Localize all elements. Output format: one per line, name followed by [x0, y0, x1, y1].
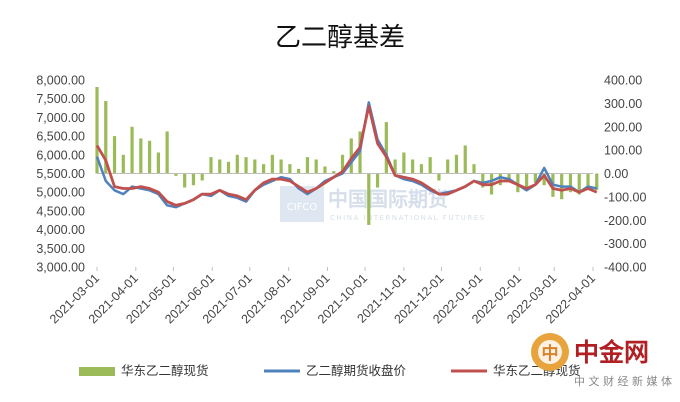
bar-2021-11-22	[428, 157, 432, 174]
site-logo-inner-icon	[538, 340, 562, 364]
cifco-cn-text: 中国国际期货	[328, 187, 448, 211]
price-lines	[95, 101, 598, 209]
bar-2021-12-06	[446, 159, 450, 174]
right-tick-label: 0.00	[604, 167, 628, 181]
right-tick-label: 200.00	[604, 120, 642, 134]
bar-2021-07-12	[261, 164, 266, 174]
bar-2021-12-27	[472, 164, 476, 174]
x-axis-ticks: 2021-03-012021-04-012021-05-012021-06-01…	[47, 267, 598, 326]
bar-2021-05-17	[191, 173, 196, 186]
bar-2021-03-08	[104, 101, 108, 174]
left-tick-label: 3,000.00	[36, 261, 85, 275]
bar-2021-10-25	[393, 159, 397, 174]
bar-2021-03-01	[95, 87, 99, 174]
left-tick-label: 7,500.00	[36, 92, 85, 106]
bar-2021-03-15	[112, 136, 117, 174]
legend-label-spot-bars: 华东乙二醇现货	[121, 363, 209, 378]
legend-label-futures: 乙二醇期货收盘价	[306, 363, 407, 378]
bar-2021-06-07	[218, 159, 222, 174]
site-logo-glyph: 中	[542, 343, 559, 364]
left-tick-label: 8,000.00	[36, 74, 85, 88]
right-tick-label: 400.00	[604, 74, 642, 88]
bar-2021-11-15	[419, 164, 424, 174]
left-tick-label: 7,000.00	[36, 111, 85, 125]
bar-2021-10-18	[384, 122, 388, 174]
left-tick-label: 4,500.00	[36, 204, 85, 218]
bar-2022-02-14	[533, 173, 537, 183]
cifco-en-text: CHINA INTERNATIONAL FUTURES	[330, 214, 486, 222]
bar-2021-12-20	[463, 145, 467, 174]
bar-2021-07-05	[253, 159, 257, 174]
bar-2021-12-13	[454, 154, 459, 174]
left-tick-label: 5,500.00	[36, 167, 85, 181]
bar-2021-10-11	[375, 173, 380, 188]
bar-2021-04-05	[139, 138, 143, 174]
bar-2022-02-07	[525, 173, 529, 188]
chart-title: 乙二醇基差	[275, 23, 405, 53]
bar-2021-07-19	[270, 154, 274, 174]
right-tick-label: -100.00	[604, 190, 646, 204]
right-tick-label: -400.00	[604, 261, 646, 275]
bar-2021-08-02	[288, 164, 292, 174]
bar-2021-09-13	[340, 154, 345, 174]
right-axis-ticks: 400.00 300.00 200.00 100.00 0.00 -100.00 -200.…	[604, 74, 646, 275]
bar-2022-02-21	[542, 173, 546, 186]
bar-2021-05-24	[200, 173, 204, 181]
bar-2021-08-09	[297, 168, 301, 174]
bar-2021-10-04	[367, 173, 371, 225]
bar-2021-08-16	[305, 157, 310, 174]
right-tick-label: 100.00	[604, 144, 642, 158]
right-tick-label: -300.00	[604, 237, 646, 251]
bar-2022-03-14	[568, 173, 573, 193]
bar-2021-03-29	[130, 126, 134, 174]
bar-2021-06-21	[235, 154, 239, 174]
left-tick-label: 5,000.00	[36, 186, 85, 200]
bar-2022-04-04	[595, 173, 599, 190]
bar-2021-11-01	[402, 152, 406, 174]
bar-2021-05-31	[209, 157, 213, 174]
bar-2022-01-17	[498, 173, 502, 186]
bar-2021-05-03	[174, 173, 178, 176]
bar-2021-04-12	[148, 140, 152, 174]
left-tick-label: 3,500.00	[36, 242, 85, 256]
bar-2021-08-30	[323, 166, 327, 174]
bar-2021-11-08	[411, 159, 415, 174]
series-line-2	[95, 104, 598, 207]
site-tagline: 中文财经新媒体	[574, 374, 676, 388]
bar-2021-04-26	[165, 131, 169, 174]
bar-2021-09-20	[349, 138, 353, 174]
bar-2021-03-22	[121, 154, 125, 174]
bar-2022-01-03	[481, 173, 485, 188]
legend-swatch-spot-bars	[79, 367, 115, 376]
bar-2022-03-21	[577, 173, 581, 195]
site-watermark: 中 中金网 中文财经新媒体	[531, 333, 676, 388]
bar-2021-08-23	[314, 159, 318, 174]
legend: 华东乙二醇现货 乙二醇期货收盘价 华东乙二醇现货	[79, 363, 581, 378]
left-tick-label: 4,000.00	[36, 223, 85, 237]
site-name: 中金网	[574, 338, 649, 367]
bar-2021-07-26	[279, 159, 283, 174]
right-tick-label: -200.00	[604, 214, 646, 228]
left-tick-label: 6,500.00	[36, 130, 85, 144]
right-tick-label: 300.00	[604, 97, 642, 111]
left-axis-ticks: 8,000.00 7,500.00 7,000.00 6,500.00 6,000.00…	[36, 74, 85, 275]
bar-2021-05-10	[183, 173, 187, 188]
bar-2022-03-28	[586, 173, 590, 188]
bar-2021-04-19	[156, 152, 160, 174]
bar-2022-01-31	[516, 173, 520, 193]
bar-2021-11-29	[437, 173, 441, 181]
left-tick-label: 6,000.00	[36, 148, 85, 162]
cifco-badge-text: CIFCO	[287, 202, 318, 213]
bar-2022-01-24	[507, 173, 511, 181]
bar-2021-09-06	[332, 171, 336, 174]
bar-2021-06-14	[226, 161, 231, 174]
bar-2021-06-28	[244, 157, 248, 174]
